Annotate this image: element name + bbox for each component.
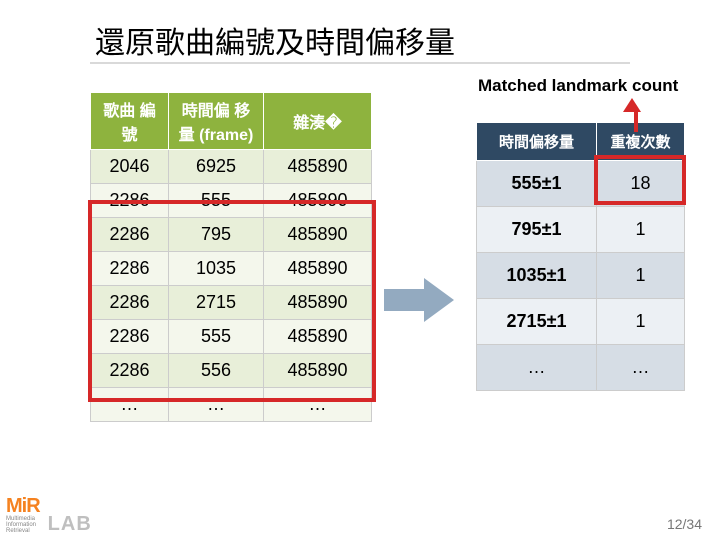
table-cell: 1	[597, 299, 685, 345]
table-cell: …	[597, 345, 685, 391]
th-offset: 時間偏 移量 (frame)	[169, 93, 264, 150]
count-table: 時間偏移量 重複次數 555±118795±111035±112715±11……	[476, 122, 685, 391]
table-cell: 2715	[169, 286, 264, 320]
table-row: 2286795485890	[91, 218, 372, 252]
table-cell: …	[477, 345, 597, 391]
table-cell: 2286	[91, 252, 169, 286]
logo-lab: LAB	[48, 514, 92, 534]
table-cell: 1	[597, 253, 685, 299]
logo-sub3: Retrieval	[6, 528, 40, 534]
table-cell: 2286	[91, 286, 169, 320]
table-cell: 2286	[91, 354, 169, 388]
table-cell: 2286	[91, 320, 169, 354]
table-cell: 555	[169, 320, 264, 354]
logo-brand: MiR	[6, 496, 40, 516]
table-cell: 2286	[91, 218, 169, 252]
table-cell: 555±1	[477, 161, 597, 207]
table-cell: 485890	[264, 184, 372, 218]
up-arrow-icon	[630, 98, 641, 132]
table-row: 2286556485890	[91, 354, 372, 388]
table-row: 1035±11	[477, 253, 685, 299]
th-song-id: 歌曲 編號	[91, 93, 169, 150]
decode-table: 歌曲 編號 時間偏 移量 (frame) 雜湊� 204669254858902…	[90, 92, 372, 422]
th-offset-r: 時間偏移量	[477, 123, 597, 161]
page-number: 12/34	[667, 516, 702, 532]
th-hash: 雜湊�	[264, 93, 372, 150]
table-row: 795±11	[477, 207, 685, 253]
table-cell: 485890	[264, 218, 372, 252]
table-cell: 1035±1	[477, 253, 597, 299]
table-cell: 795	[169, 218, 264, 252]
table-cell: 1035	[169, 252, 264, 286]
table-cell: 485890	[264, 286, 372, 320]
table-cell: …	[91, 388, 169, 422]
slide-title: 還原歌曲編號及時間偏移量	[95, 18, 455, 62]
table-cell: …	[169, 388, 264, 422]
page-current: 12	[667, 516, 683, 532]
table-row: 22861035485890	[91, 252, 372, 286]
table-cell: 556	[169, 354, 264, 388]
mir-logo: MiR Multimedia Information Retrieval LAB	[6, 496, 92, 534]
table-cell: 2286	[91, 184, 169, 218]
table-cell: …	[264, 388, 372, 422]
right-arrow-icon	[384, 278, 454, 322]
title-underline	[90, 62, 630, 64]
table-row: 2286555485890	[91, 184, 372, 218]
table-cell: 6925	[169, 150, 264, 184]
table-cell: 485890	[264, 252, 372, 286]
table-row: 555±118	[477, 161, 685, 207]
table-row: ………	[91, 388, 372, 422]
table-cell: 2715±1	[477, 299, 597, 345]
table-row: 2286555485890	[91, 320, 372, 354]
table-row: ……	[477, 345, 685, 391]
table-row: 2715±11	[477, 299, 685, 345]
table-cell: 1	[597, 207, 685, 253]
page-total: 34	[686, 516, 702, 532]
table-cell: 555	[169, 184, 264, 218]
table-cell: 795±1	[477, 207, 597, 253]
table-cell: 18	[597, 161, 685, 207]
table-cell: 485890	[264, 320, 372, 354]
table-cell: 485890	[264, 354, 372, 388]
table-cell: 485890	[264, 150, 372, 184]
table-row: 20466925485890	[91, 150, 372, 184]
matched-subtitle: Matched landmark count	[478, 76, 678, 96]
table-cell: 2046	[91, 150, 169, 184]
table-row: 22862715485890	[91, 286, 372, 320]
